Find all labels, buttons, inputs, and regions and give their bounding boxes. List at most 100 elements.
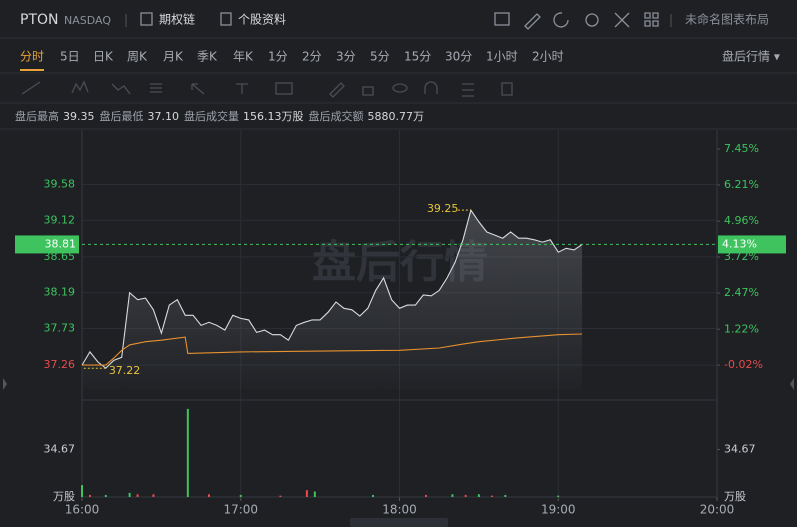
period-tab[interactable]: 15分: [404, 50, 431, 64]
y-tick-label: 37.73: [44, 322, 76, 335]
period-tab[interactable]: 2小时: [532, 50, 564, 64]
stat-value: 156.13万股: [243, 110, 304, 123]
annotation-label: 37.22: [109, 364, 141, 377]
tool-fib[interactable]: [150, 83, 162, 93]
volume-bar: [372, 494, 375, 497]
volume-tick-label: 34.67: [44, 442, 76, 455]
period-tab[interactable]: 1小时: [486, 50, 518, 64]
stat-label: 盘后最高: [15, 109, 59, 123]
y2-tick-label: 7.45%: [724, 142, 759, 155]
header-icons: [494, 12, 659, 30]
x-tick-label: 19:00: [541, 503, 576, 517]
last-change-box: [718, 235, 786, 254]
volume-bar: [424, 494, 427, 497]
drawing-tools: [21, 80, 513, 98]
period-tab[interactable]: 5日: [60, 50, 80, 64]
volume-bar: [477, 494, 480, 497]
volume-bar: [451, 494, 454, 497]
fullscreen-icon[interactable]: [614, 12, 630, 28]
period-tab[interactable]: 月K: [163, 50, 184, 64]
x-tick-label: 16:00: [65, 503, 100, 517]
options-link[interactable]: 期权链: [159, 12, 195, 27]
period-tab[interactable]: 2分: [302, 50, 322, 64]
y2-tick-label: -0.02%: [724, 358, 763, 371]
volume-bar: [104, 494, 107, 497]
tool-trend[interactable]: [111, 83, 131, 95]
y-tick-label: 38.19: [44, 286, 76, 299]
y-tick-label: 39.12: [44, 213, 76, 226]
volume-unit: 万股: [53, 490, 75, 503]
period-tab[interactable]: 季K: [197, 50, 218, 64]
price-line: [81, 208, 583, 369]
mode-select[interactable]: 盘后行情 ▾: [722, 49, 780, 64]
last-price-box: [15, 235, 79, 254]
tool-delete[interactable]: [501, 82, 513, 96]
scroll-handle[interactable]: [350, 518, 448, 527]
y2-tick-label: 6.21%: [724, 178, 759, 191]
volume-bar: [491, 495, 494, 497]
refresh-icon[interactable]: [553, 12, 569, 28]
stat-label: 盘后成交量: [184, 109, 239, 123]
volume-tick-label-right: 34.67: [724, 442, 756, 455]
volume-bar: [128, 492, 131, 497]
layout-icon[interactable]: [644, 12, 659, 27]
y2-tick-label: 1.22%: [724, 322, 759, 335]
profile-link[interactable]: 个股资料: [238, 13, 286, 27]
tool-wave[interactable]: [71, 80, 89, 94]
chart-icon[interactable]: [494, 12, 510, 26]
tool-arrow[interactable]: [191, 83, 205, 95]
exchange: NASDAQ: [64, 14, 111, 27]
stat-value: 5880.77万: [368, 110, 425, 123]
stat-value: 37.10: [148, 110, 180, 123]
stat-value: 39.35: [63, 110, 95, 123]
tool-text[interactable]: [236, 83, 248, 94]
scroll-left[interactable]: [3, 378, 7, 390]
tool-magnet[interactable]: [424, 81, 438, 94]
period-tab[interactable]: 分时: [20, 50, 44, 64]
tool-line[interactable]: [21, 81, 41, 95]
volume-bar: [208, 494, 210, 497]
average-line: [82, 333, 583, 366]
layout-name[interactable]: 未命名图表布局: [685, 12, 769, 27]
tool-note[interactable]: [275, 82, 293, 95]
last-change-label: 4.13%: [722, 237, 757, 250]
tool-eye[interactable]: [392, 83, 408, 93]
volume-bar: [305, 490, 308, 497]
stat-label: 盘后成交额: [309, 109, 364, 123]
scroll-right[interactable]: [790, 378, 794, 390]
draw-icon[interactable]: [524, 13, 541, 30]
y2-tick-label: 2.47%: [724, 286, 759, 299]
tool-pen[interactable]: [329, 82, 345, 98]
period-tab[interactable]: 周K: [127, 50, 148, 64]
y2-tick-label: 4.96%: [724, 214, 759, 227]
period-tab[interactable]: 1分: [268, 50, 288, 64]
period-tab[interactable]: 3分: [336, 50, 356, 64]
period-tab[interactable]: 5分: [370, 50, 390, 64]
volume-bar: [81, 485, 83, 497]
x-tick-label: 17:00: [223, 503, 258, 517]
tool-list[interactable]: [462, 83, 474, 97]
x-tick-label: 20:00: [700, 503, 735, 517]
options-icon[interactable]: [140, 12, 153, 26]
annotation-label: 39.25: [427, 202, 459, 215]
tool-lock[interactable]: [362, 86, 374, 96]
volume-bar: [557, 495, 560, 497]
period-tab[interactable]: 30分: [445, 50, 472, 64]
volume-bar: [88, 494, 91, 497]
volume-bar: [464, 494, 467, 497]
symbol: PTON: [20, 12, 59, 28]
volume-unit-right: 万股: [724, 490, 746, 503]
profile-icon[interactable]: [220, 12, 232, 26]
period-tab[interactable]: 日K: [93, 50, 114, 64]
x-tick-label: 18:00: [382, 503, 417, 517]
volume-bar: [152, 494, 155, 497]
period-bar: 分时 5日 日K 周K 月K 季K 年K 1分 2分 3分 5分 15分 30分 1小时 2小时: [20, 50, 564, 71]
period-tab[interactable]: 年K: [233, 50, 254, 64]
stats-row: 盘后最高 39.35 盘后最低 37.10 盘后成交量 156.13万股 盘后成交额 5880…: [15, 109, 424, 123]
settings-icon[interactable]: [585, 13, 599, 27]
last-price-label: 38.81: [45, 237, 77, 250]
volume-bar: [186, 408, 189, 497]
volume-bar: [136, 494, 139, 497]
